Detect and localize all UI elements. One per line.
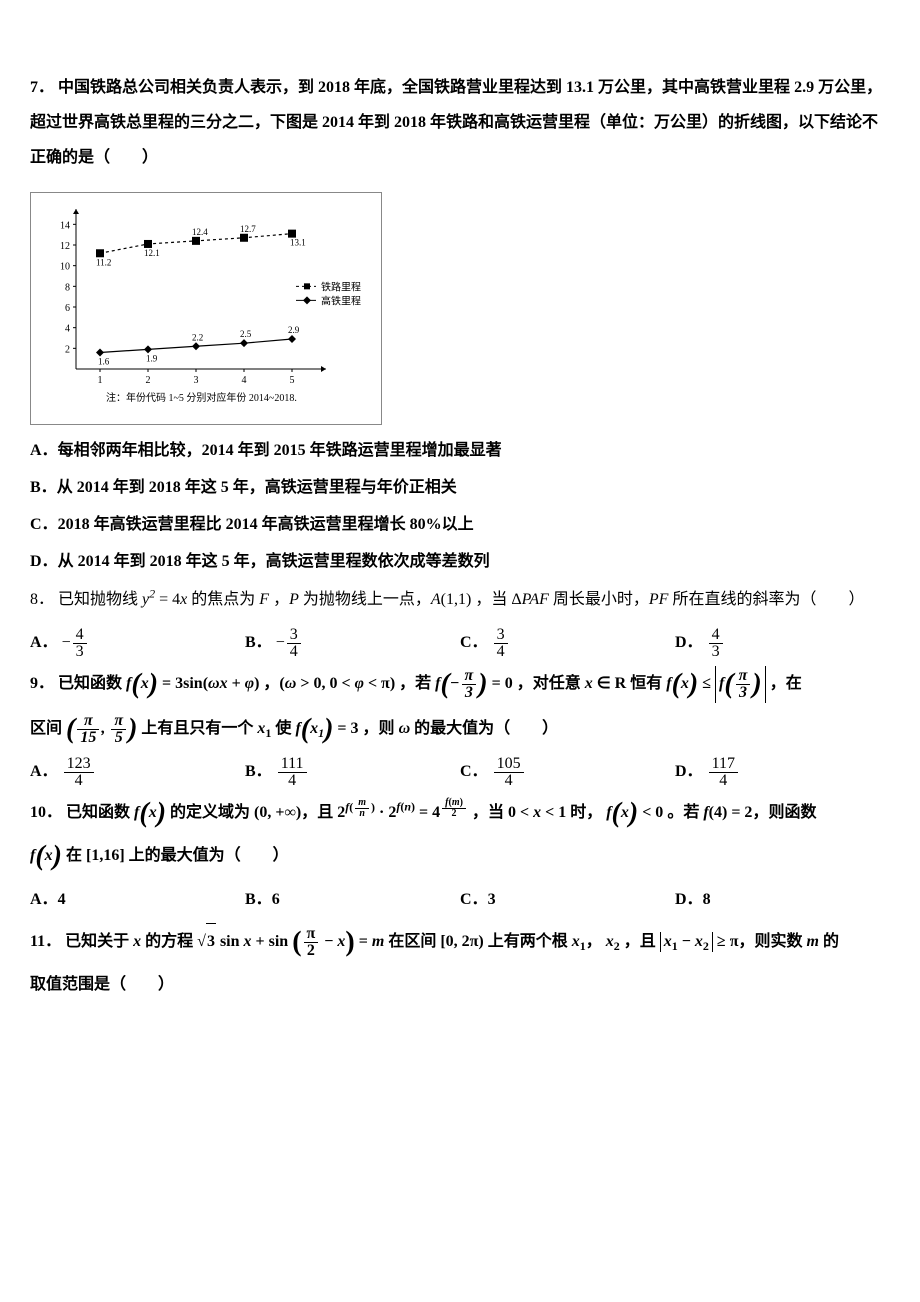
q10-fx: f(x) [134,804,166,821]
q10-fx-lt0: f(x) [606,804,638,821]
svg-text:12.1: 12.1 [144,248,160,258]
svg-text:5: 5 [290,375,295,386]
question-10: 10． 已知函数 f(x) 的定义域为 (0, +∞)，且 2f(mn) · 2… [30,795,890,830]
q8-PAF: PAF [522,591,549,608]
q10-exp1: 2f(mn) [337,804,375,821]
q8-t2: 的焦点为 [191,591,259,608]
svg-text:2: 2 [146,375,151,386]
svg-text:1: 1 [98,375,103,386]
q9-optB: B． 1114 [245,754,460,789]
q8-options: A． −43 B． −34 C． 34 D． 43 [30,625,890,660]
q8-optD: D． 43 [675,625,890,660]
q7-label: 7． [30,79,54,96]
q7-y2018a: 2018 [318,79,350,96]
q9-options: A． 1234 B． 1114 C． 1054 D． 1174 [30,754,890,789]
svg-text:2.2: 2.2 [192,332,203,342]
svg-text:12.7: 12.7 [240,223,256,233]
q7-optB: B．从 2014 年到 2018 年这 5 年，高铁运营里程与年价正相关 [30,470,890,505]
q10-optD: D．8 [675,882,890,917]
q8-PF: PF [649,591,669,608]
q10-exp2: 2f(n) [388,804,415,821]
svg-text:12.4: 12.4 [192,226,208,236]
q9-t1: 已知函数 [58,675,126,692]
q8-pt: (1,1) [441,591,472,608]
svg-text:8: 8 [65,282,70,293]
svg-text:2: 2 [65,344,70,355]
q8-t6: 所在直线的斜率为（ ） [672,591,864,608]
q7-y2014: 2014 [322,114,354,131]
q9-optC: C． 1054 [460,754,675,789]
svg-text:注：年份代码 1~5 分别对应年份 2014~2018.: 注：年份代码 1~5 分别对应年份 2014~2018. [106,391,297,404]
svg-text:铁路里程: 铁路里程 [321,280,361,293]
q7-t5: 年到 [354,114,394,131]
q9-optA: A． 1234 [30,754,245,789]
svg-text:1.9: 1.9 [146,353,158,363]
svg-text:2.9: 2.9 [288,325,300,335]
q8-t4: ，当 Δ [475,591,521,608]
q9-interval: (π15, π5) [66,720,137,737]
svg-text:6: 6 [65,303,70,314]
q10-fx2: f(x) [30,847,62,864]
q7-t2: 年底，全国铁路营业里程达到 [350,79,566,96]
svg-text:10: 10 [60,261,70,272]
q8-optA: A． −43 [30,625,245,660]
svg-text:2.5: 2.5 [240,329,252,339]
q10-optB: B．6 [245,882,460,917]
q8-F: F [259,591,269,608]
q10-exp3: f(m)2 [440,800,468,814]
q9-t3: ，对任意 [517,675,585,692]
q8-t5: 周长最小时， [553,591,649,608]
q10-label: 10． [30,804,62,821]
question-11: 11． 已知关于 x 的方程 √3 sin x + sin (π2 − x) =… [30,923,890,959]
question-9: 9． 已知函数 f(x) = 3sin(ωx + φ) ，(ω > 0, 0 <… [30,666,890,703]
q10-optA: A．4 [30,882,245,917]
q7-chart: 24681012141234511.212.112.412.713.11.61.… [30,192,382,425]
line-chart-svg: 24681012141234511.212.112.412.713.11.61.… [41,199,371,409]
svg-text:13.1: 13.1 [290,237,306,247]
q7-optD: D．从 2014 年到 2018 年这 5 年，高铁运营里程数依次成等差数列 [30,544,890,579]
q7-options: A．每相邻两年相比较，2014 年到 2015 年铁路运营里程增加最显著 B．从… [30,433,890,580]
q8-t3: 为抛物线上一点， [303,591,431,608]
q10-options: A．4 B．6 C．3 D．8 [30,882,890,917]
question-7: 7． 中国铁路总公司相关负责人表示，到 2018 年底，全国铁路营业里程达到 1… [30,70,890,176]
q8-t1: 已知抛物线 [58,591,142,608]
question-11-line2: 取值范围是（ ） [30,967,890,1002]
question-10-line2: f(x) 在 [1,16] 上的最大值为（ ） [30,838,890,873]
q9-optD: D． 1174 [675,754,890,789]
q7-v131: 13.1 [566,79,594,96]
q7-v29: 2.9 [794,79,814,96]
q8-optB: B． −34 [245,625,460,660]
q7-optA: A．每相邻两年相比较，2014 年到 2015 年铁路运营里程增加最显著 [30,433,890,468]
q8-optC: C． 34 [460,625,675,660]
q9-fx1: f(x1) [295,720,333,737]
question-8: 8． 已知抛物线 y2 = 4x 的焦点为 F ，P 为抛物线上一点，A(1,1… [30,582,890,617]
q9-label: 9． [30,675,54,692]
q7-optC: C．2018 年高铁运营里程比 2014 年高铁运营里程增长 80%以上 [30,507,890,542]
q7-t3: 万公里，其中高铁营业里程 [594,79,794,96]
svg-text:4: 4 [65,323,70,334]
svg-text:1.6: 1.6 [98,356,110,366]
question-9-line2: 区间 (π15, π5) 上有且只有一个 x1 使 f(x1) = 3 ，则 ω… [30,711,890,746]
q8-A: A [431,591,441,608]
svg-text:3: 3 [194,375,199,386]
q8-P: P [289,591,299,608]
q9-fx: f(x) [126,675,158,692]
q8-label: 8． [30,591,54,608]
svg-text:高铁里程: 高铁里程 [321,294,361,307]
q11-abs: x1 − x2 [660,932,713,952]
svg-text:12: 12 [60,241,70,252]
q7-t1: 中国铁路总公司相关负责人表示，到 [58,79,318,96]
q8-eq: y2 = 4x [142,591,187,608]
svg-text:11.2: 11.2 [96,257,111,267]
q9-fx2: f(x) [666,675,698,692]
q9-eq: = 3sin( [162,675,208,692]
q10-optC: C．3 [460,882,675,917]
q11-label: 11． [30,933,61,950]
q7-y2018b: 2018 [394,114,426,131]
q9-abs: f(π3) [715,666,766,703]
q9-t2: ，若 [399,675,435,692]
svg-text:4: 4 [242,375,247,386]
svg-text:14: 14 [60,220,70,231]
q9-f-negpi3: f(−π3) [435,675,487,692]
